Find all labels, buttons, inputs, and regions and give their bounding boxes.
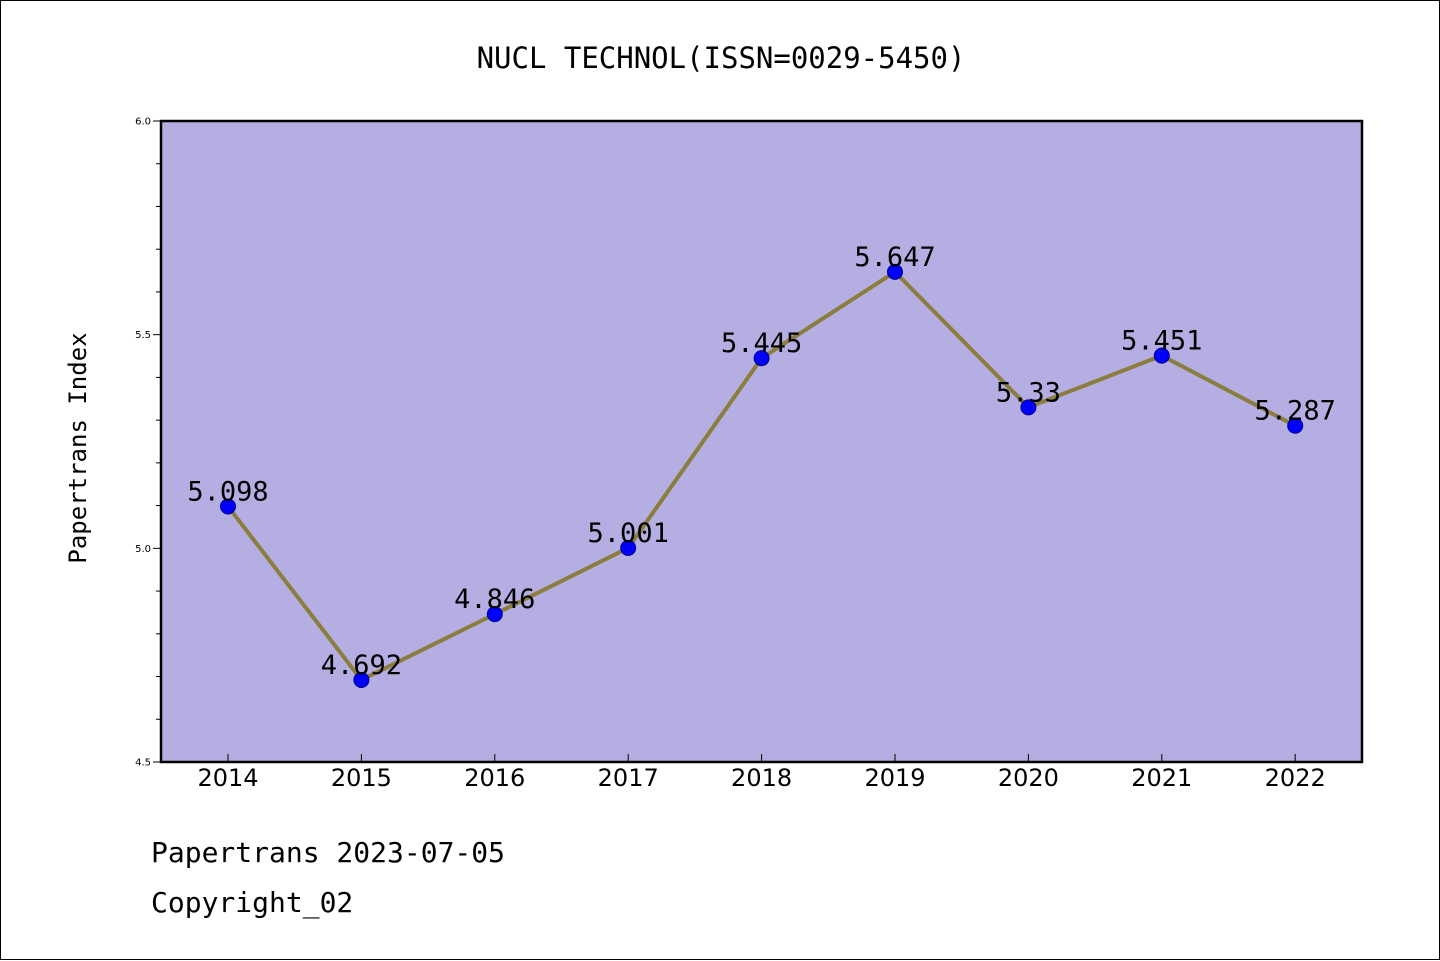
y-tick-label: 5.5 xyxy=(135,330,151,341)
x-tick-label: 2014 xyxy=(197,764,258,792)
data-label: 5.001 xyxy=(588,518,669,549)
plot-area xyxy=(159,119,1364,764)
footer-copyright: Copyright_02 xyxy=(151,886,354,919)
data-label: 5.445 xyxy=(721,328,802,359)
x-tick-label: 2019 xyxy=(864,764,925,792)
x-tick-label: 2020 xyxy=(998,764,1059,792)
data-point xyxy=(753,350,770,367)
x-axis: 2014 2015 2016 2017 2018 2019 2020 2021 2022 xyxy=(197,754,1326,792)
data-point xyxy=(620,539,637,556)
data-point xyxy=(1287,417,1304,434)
series-markers xyxy=(220,263,1304,688)
data-labels: 5.098 4.692 4.846 5.001 5.445 5.647 5.33 5.451 5… xyxy=(187,242,1335,681)
chart-title: NUCL TECHNOL(ISSN=0029-5450) xyxy=(477,41,966,75)
x-tick-label: 2015 xyxy=(331,764,392,792)
data-label: 5.098 xyxy=(187,476,268,507)
x-tick-label: 2016 xyxy=(464,764,525,792)
data-label: 5.33 xyxy=(996,377,1061,408)
y-tick-label: 5.0 xyxy=(135,544,151,555)
x-tick-label: 2017 xyxy=(598,764,659,792)
data-label: 4.692 xyxy=(321,650,402,681)
data-label: 5.647 xyxy=(854,242,935,273)
y-axis: 4.5 5.0 5.5 6.0 xyxy=(135,117,161,769)
data-point xyxy=(1020,399,1037,416)
data-point xyxy=(1153,347,1170,364)
data-label: 5.451 xyxy=(1121,326,1202,357)
x-tick-label: 2018 xyxy=(731,764,792,792)
x-tick-label: 2022 xyxy=(1265,764,1326,792)
data-point xyxy=(220,498,236,515)
data-point xyxy=(353,671,370,688)
y-axis-label: Papertrans Index xyxy=(64,332,92,563)
y-tick-label: 6.0 xyxy=(135,117,151,128)
data-label: 4.846 xyxy=(454,584,535,615)
x-tick-label: 2021 xyxy=(1131,764,1192,792)
data-point xyxy=(486,606,503,623)
footer-date: Papertrans 2023-07-05 xyxy=(151,836,506,869)
data-label: 5.287 xyxy=(1255,396,1336,427)
y-tick-label: 4.5 xyxy=(135,758,151,769)
data-point xyxy=(887,263,903,280)
